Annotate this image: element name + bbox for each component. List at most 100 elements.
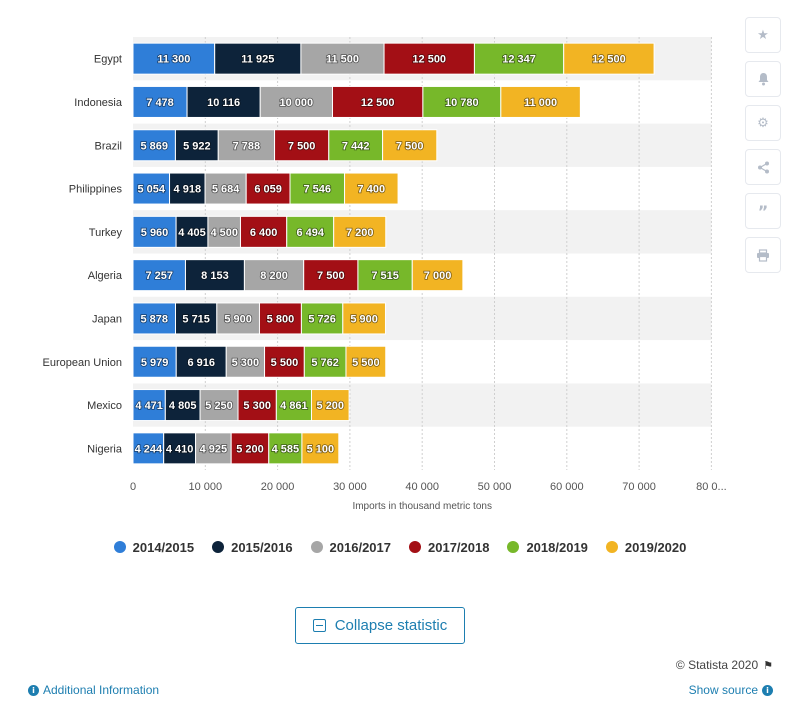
bar-segment[interactable] (174, 302, 218, 335)
bar-segment[interactable] (422, 85, 502, 118)
bar-segment[interactable] (264, 345, 305, 378)
bar-segment[interactable] (333, 215, 387, 248)
legend-item[interactable]: 2017/2018 (409, 540, 489, 555)
x-tick-label: 20 000 (261, 481, 295, 493)
x-tick-label: 10 000 (188, 481, 222, 493)
legend-label: 2019/2020 (624, 539, 687, 555)
bar-segment[interactable] (345, 345, 387, 378)
bar-segment[interactable] (243, 259, 305, 292)
bar-segment[interactable] (204, 172, 247, 205)
bar-segment[interactable] (199, 389, 239, 422)
bar-segment[interactable] (245, 172, 291, 205)
category-label: Japan (92, 313, 122, 325)
legend-marker (507, 541, 520, 553)
legend-item[interactable]: 2014/2015 (113, 539, 195, 555)
data-label: 7 478 (146, 97, 174, 109)
data-label: 7 442 (342, 140, 370, 152)
quote-icon[interactable]: ” (745, 193, 781, 229)
bar-segment[interactable] (382, 129, 438, 162)
show-source-link[interactable]: Show source i (689, 683, 773, 697)
data-label: 10 780 (445, 97, 479, 109)
data-label: 5 715 (182, 313, 210, 325)
additional-information-label: Additional Information (43, 683, 160, 697)
bar-segment[interactable] (239, 215, 288, 248)
bar-segment[interactable] (342, 302, 386, 335)
bar-segment[interactable] (274, 129, 330, 162)
bar-segment[interactable] (169, 172, 206, 205)
data-label: 5 500 (352, 357, 380, 369)
data-label: 4 805 (169, 400, 197, 412)
credit-text: © Statista 2020 (675, 658, 759, 672)
bar-segment[interactable] (207, 215, 241, 248)
bar-segment[interactable] (473, 42, 565, 75)
legend-item[interactable]: 2016/2017 (310, 540, 391, 555)
bar-segment[interactable] (132, 172, 171, 205)
data-label: 5 900 (350, 313, 378, 325)
data-label: 5 250 (205, 400, 233, 412)
bar-segment[interactable] (411, 259, 464, 292)
data-label: 5 922 (183, 140, 211, 152)
bar-segment[interactable] (184, 259, 245, 292)
bar-segment[interactable] (186, 85, 261, 118)
bar-segment[interactable] (195, 432, 232, 465)
flag-icon[interactable]: ⚑ (763, 658, 773, 672)
bar-segment[interactable] (500, 85, 581, 118)
collapse-statistic-button[interactable]: Collapse statistic (295, 607, 465, 644)
print-icon[interactable] (745, 237, 781, 273)
bar-segment[interactable] (301, 432, 340, 465)
data-label: 12 500 (592, 54, 626, 66)
category-label: Nigeria (87, 443, 123, 455)
data-label: 5 726 (308, 313, 336, 325)
legend-item[interactable]: 2019/2020 (605, 539, 687, 555)
bar-segment[interactable] (225, 345, 266, 378)
bar-segment[interactable] (332, 85, 424, 118)
x-tick-label: 30 000 (333, 481, 367, 493)
category-label: Egypt (94, 54, 122, 66)
share-icon[interactable] (745, 149, 781, 185)
bar-segment[interactable] (132, 432, 165, 465)
data-label: 11 000 (524, 97, 557, 109)
data-label: 5 800 (267, 313, 295, 325)
data-label: 8 200 (260, 270, 288, 282)
bar-segment[interactable] (237, 389, 277, 422)
data-label: 7 200 (346, 227, 374, 239)
data-label: 12 347 (502, 54, 536, 66)
bar-segment[interactable] (132, 42, 216, 75)
legend-label: 2014/2015 (132, 539, 195, 555)
legend-item[interactable]: 2018/2019 (507, 540, 588, 555)
data-label: 4 405 (178, 227, 206, 239)
bar-segment[interactable] (258, 302, 302, 335)
legend-marker (310, 541, 323, 553)
star-icon[interactable]: ★ (745, 17, 781, 53)
data-label: 6 494 (296, 227, 324, 239)
legend-item[interactable]: 2015/2016 (212, 539, 293, 555)
bar-segment[interactable] (328, 129, 384, 162)
data-label: 7 500 (317, 270, 345, 282)
bar-segment[interactable] (300, 42, 385, 75)
category-label: Indonesia (74, 97, 123, 109)
category-label: Philippines (69, 184, 123, 196)
bar-segment[interactable] (259, 85, 334, 118)
bar-segment[interactable] (344, 172, 399, 205)
bar-segment[interactable] (132, 215, 177, 248)
bar-segment[interactable] (303, 345, 347, 378)
additional-information-link[interactable]: i Additional Information (28, 683, 159, 697)
x-tick-label: 80 0... (696, 481, 727, 493)
data-label: 4 244 (135, 443, 163, 455)
bar-segment[interactable] (300, 302, 344, 335)
bar-segment[interactable] (357, 259, 413, 292)
bar-segment[interactable] (268, 432, 303, 465)
info-icon: i (28, 684, 39, 696)
data-label: 7 257 (145, 270, 173, 282)
bar-segment[interactable] (563, 42, 655, 75)
bar-segment[interactable] (383, 42, 475, 75)
bar-segment[interactable] (174, 129, 219, 162)
bar-segment[interactable] (216, 302, 260, 335)
legend-label: 2015/2016 (231, 539, 293, 555)
bar-segment[interactable] (163, 432, 197, 465)
gear-icon[interactable]: ⚙ (745, 105, 781, 141)
data-label: 7 400 (358, 184, 386, 196)
bar-segment[interactable] (310, 389, 350, 422)
legend-marker (113, 541, 126, 553)
bell-icon[interactable] (745, 61, 781, 97)
